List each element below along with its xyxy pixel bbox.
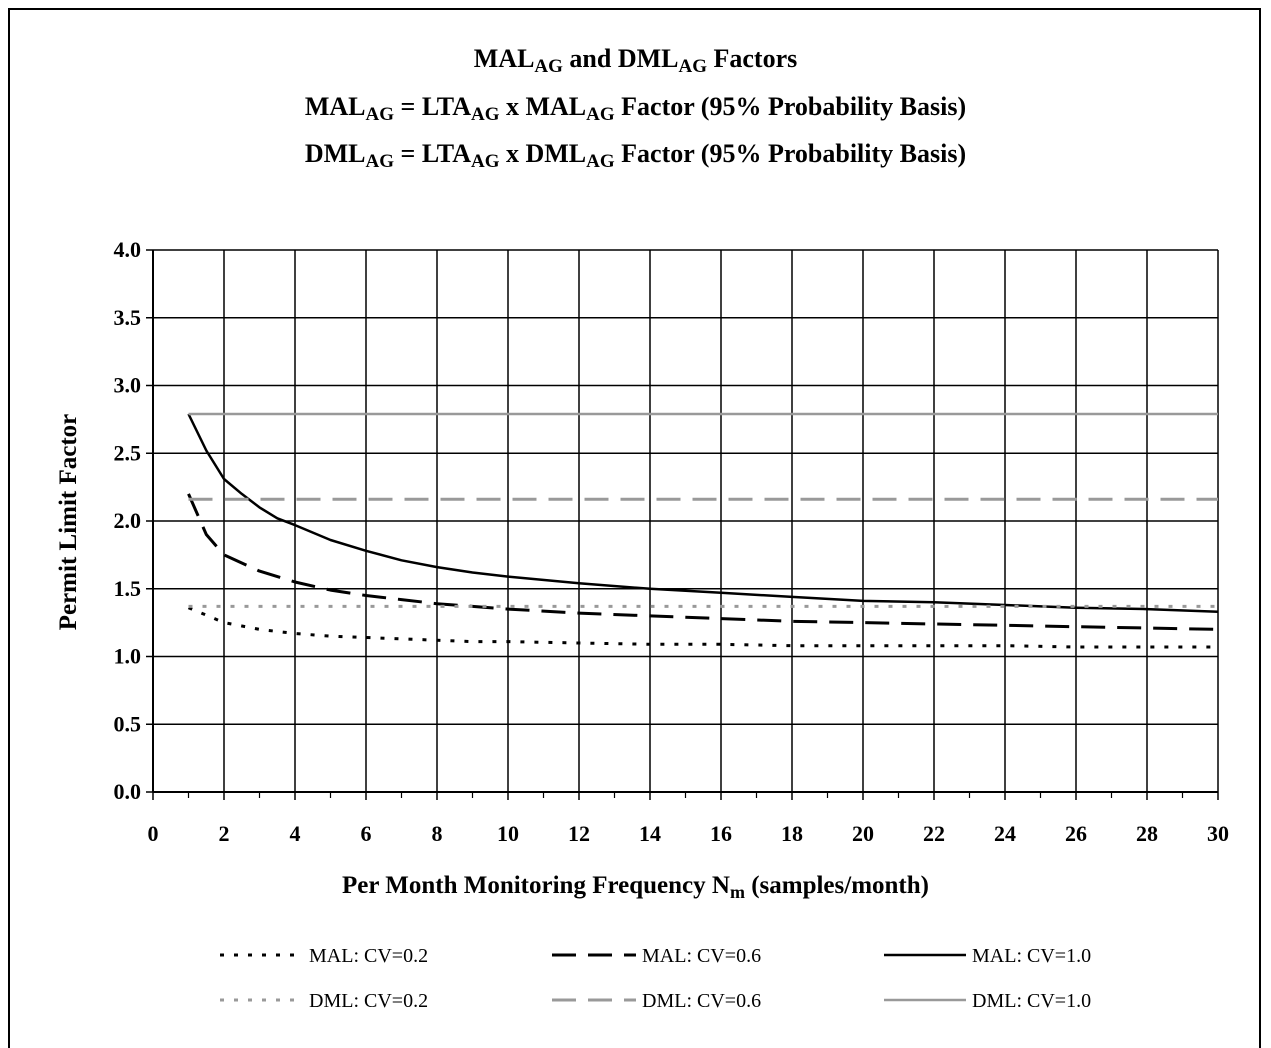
axes: 0.00.51.01.52.02.53.03.54.00 2 4 6 8 10 12 14 16… [114,237,1230,846]
chart-title-line-1: MALAG and DMLAG Factors [473,44,798,77]
y-tick-label: 2.0 [114,508,142,533]
legend-label-mal-cv-0-6: MAL: CV=0.6 [642,945,761,967]
x-tick-label: 18 [781,821,803,846]
series-lines [187,412,1219,649]
x-tick-label: 10 [497,821,519,846]
y-tick-label: 3.0 [114,373,142,398]
legend-label-mal-cv-1-0: MAL: CV=1.0 [972,945,1091,967]
x-tick-label: 16 [710,821,732,846]
legend-label-dml-cv-0-6: DML: CV=0.6 [642,990,761,1012]
y-tick-label: 4.0 [114,237,142,262]
chart-frame [8,8,1261,1048]
y-tick-label: 1.0 [114,644,142,669]
legend-label-dml-cv-1-0: DML: CV=1.0 [972,990,1091,1012]
series-line-mal-cv-1-0 [187,413,1219,614]
x-tick-label: 26 [1065,821,1087,846]
x-tick-label: 20 [852,821,874,846]
y-tick-label: 0.0 [114,779,142,804]
x-tick-label: 24 [994,821,1016,846]
x-tick-label: 8 [432,821,443,846]
grid [152,249,1219,793]
x-tick-label: 0 [148,821,159,846]
legend-label-mal-cv-0-2: MAL: CV=0.2 [309,945,428,967]
x-tick-label: 12 [568,821,590,846]
x-tick-label: 30 [1207,821,1229,846]
x-tick-label: 14 [639,821,661,846]
x-tick-label: 4 [290,821,301,846]
y-axis-label: Permit Limit Factor [55,414,82,631]
legend: MAL: CV=0.2 MAL: CV=0.6 MAL: CV=1.0 DML: CV… [220,945,1091,1012]
y-tick-label: 0.5 [114,711,142,736]
x-tick-label: 6 [361,821,372,846]
x-tick-label: 22 [923,821,945,846]
chart-title-line-3: DMLAG = LTAAG x DMLAG Factor (95% Probab… [304,139,967,172]
x-tick-label: 28 [1136,821,1158,846]
series-line-mal-cv-0-6 [187,493,1219,631]
y-tick-label: 2.5 [114,440,142,465]
y-tick-label: 3.5 [114,305,142,330]
chart-title-line-2: MALAG = LTAAG x MALAG Factor (95% Probab… [304,92,967,125]
y-tick-label: 1.5 [114,576,142,601]
legend-label-dml-cv-0-2: DML: CV=0.2 [309,990,428,1012]
x-axis-label: Per Month Monitoring Frequency Nm (sampl… [342,872,929,902]
x-tick-label: 2 [219,821,230,846]
